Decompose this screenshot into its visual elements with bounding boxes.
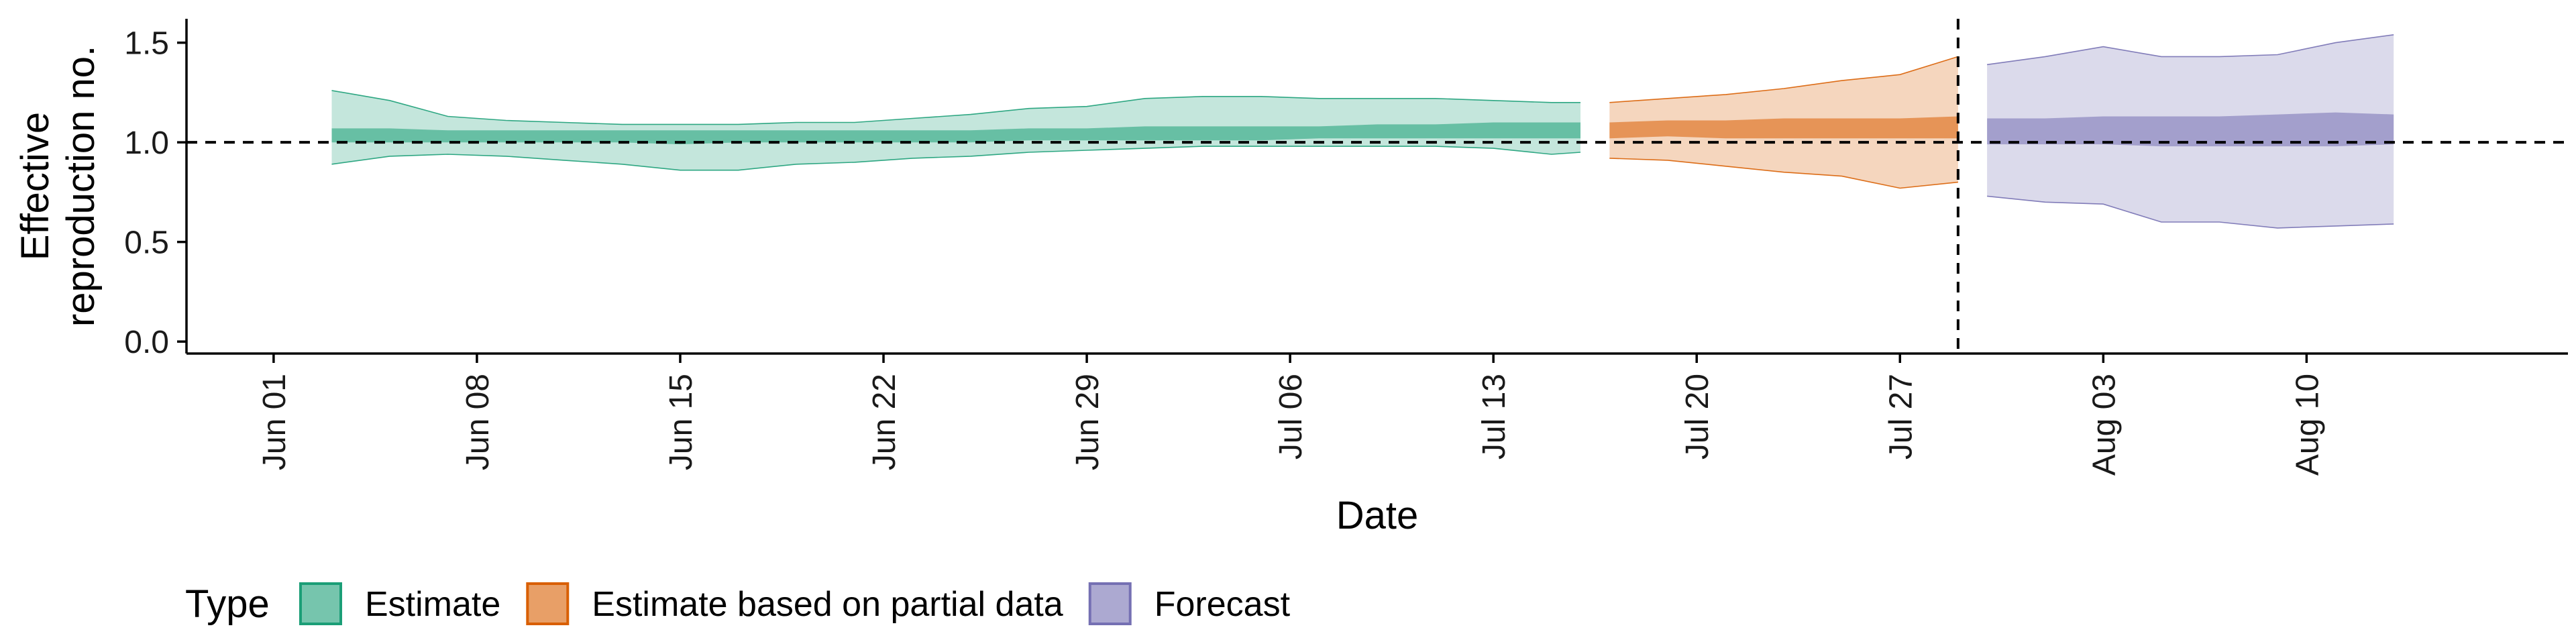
x-tick-label: Jul 13 bbox=[1477, 374, 1512, 460]
x-tick-label: Jun 15 bbox=[663, 374, 699, 470]
x-tick-label: Jul 27 bbox=[1883, 374, 1919, 460]
legend-title: Type bbox=[185, 582, 270, 626]
estimate-based-on-partial-data-upper-outline bbox=[1609, 56, 1959, 103]
x-tick-label: Jun 22 bbox=[867, 374, 902, 470]
y-axis-title-line: reproduction no. bbox=[59, 46, 103, 327]
forecast-upper-outline bbox=[1986, 34, 2394, 66]
legend-label-forecast: Forecast bbox=[1155, 585, 1291, 624]
x-tick-label: Aug 03 bbox=[2086, 374, 2122, 476]
legend-swatch-estimate bbox=[299, 582, 342, 625]
y-tick-label: 0.5 bbox=[124, 225, 169, 261]
y-tick-label: 0.0 bbox=[124, 325, 169, 360]
legend-swatch-forecast bbox=[1088, 582, 1132, 625]
bands-layer bbox=[331, 34, 2394, 229]
legend: Type Estimate Estimate based on partial da… bbox=[185, 582, 1291, 626]
legend-label-estimate-based-on-partial-data: Estimate based on partial data bbox=[592, 585, 1063, 624]
x-tick-label: Jun 29 bbox=[1070, 374, 1106, 470]
axes: 0.0 0.5 1.0 1.5 Jun 01 Jun 08 Jun 15 Jun 22 Jun … bbox=[124, 19, 2568, 476]
x-tick-label: Jun 08 bbox=[460, 374, 496, 470]
forecast-lower-outline bbox=[1987, 195, 2394, 229]
legend-label-estimate: Estimate bbox=[365, 585, 500, 624]
estimate-lower-outline bbox=[331, 146, 1581, 171]
estimate-based-on-partial-data-band-50 bbox=[1609, 116, 1958, 139]
reference-lines bbox=[186, 19, 2568, 354]
forecast-band-50 bbox=[1987, 112, 2394, 147]
x-tick-label: Jul 20 bbox=[1680, 374, 1715, 460]
y-axis-title: Effective reproduction no. bbox=[13, 46, 103, 327]
y-tick-label: 1.5 bbox=[124, 26, 169, 62]
x-tick-label: Aug 10 bbox=[2290, 374, 2325, 476]
estimate-based-on-partial-data-lower-outline bbox=[1609, 158, 1958, 189]
y-tick-label: 1.0 bbox=[124, 125, 169, 161]
y-axis-title-line: Effective bbox=[13, 112, 57, 260]
x-tick-label: Jul 06 bbox=[1273, 374, 1309, 460]
legend-swatch-estimate-based-on-partial-data bbox=[526, 582, 570, 625]
estimate-band-90 bbox=[331, 90, 1580, 170]
estimate-upper-outline bbox=[331, 90, 1580, 125]
estimate-band-50 bbox=[331, 122, 1580, 145]
x-axis-title: Date bbox=[1336, 494, 1419, 537]
x-tick-label: Jun 01 bbox=[257, 374, 292, 470]
